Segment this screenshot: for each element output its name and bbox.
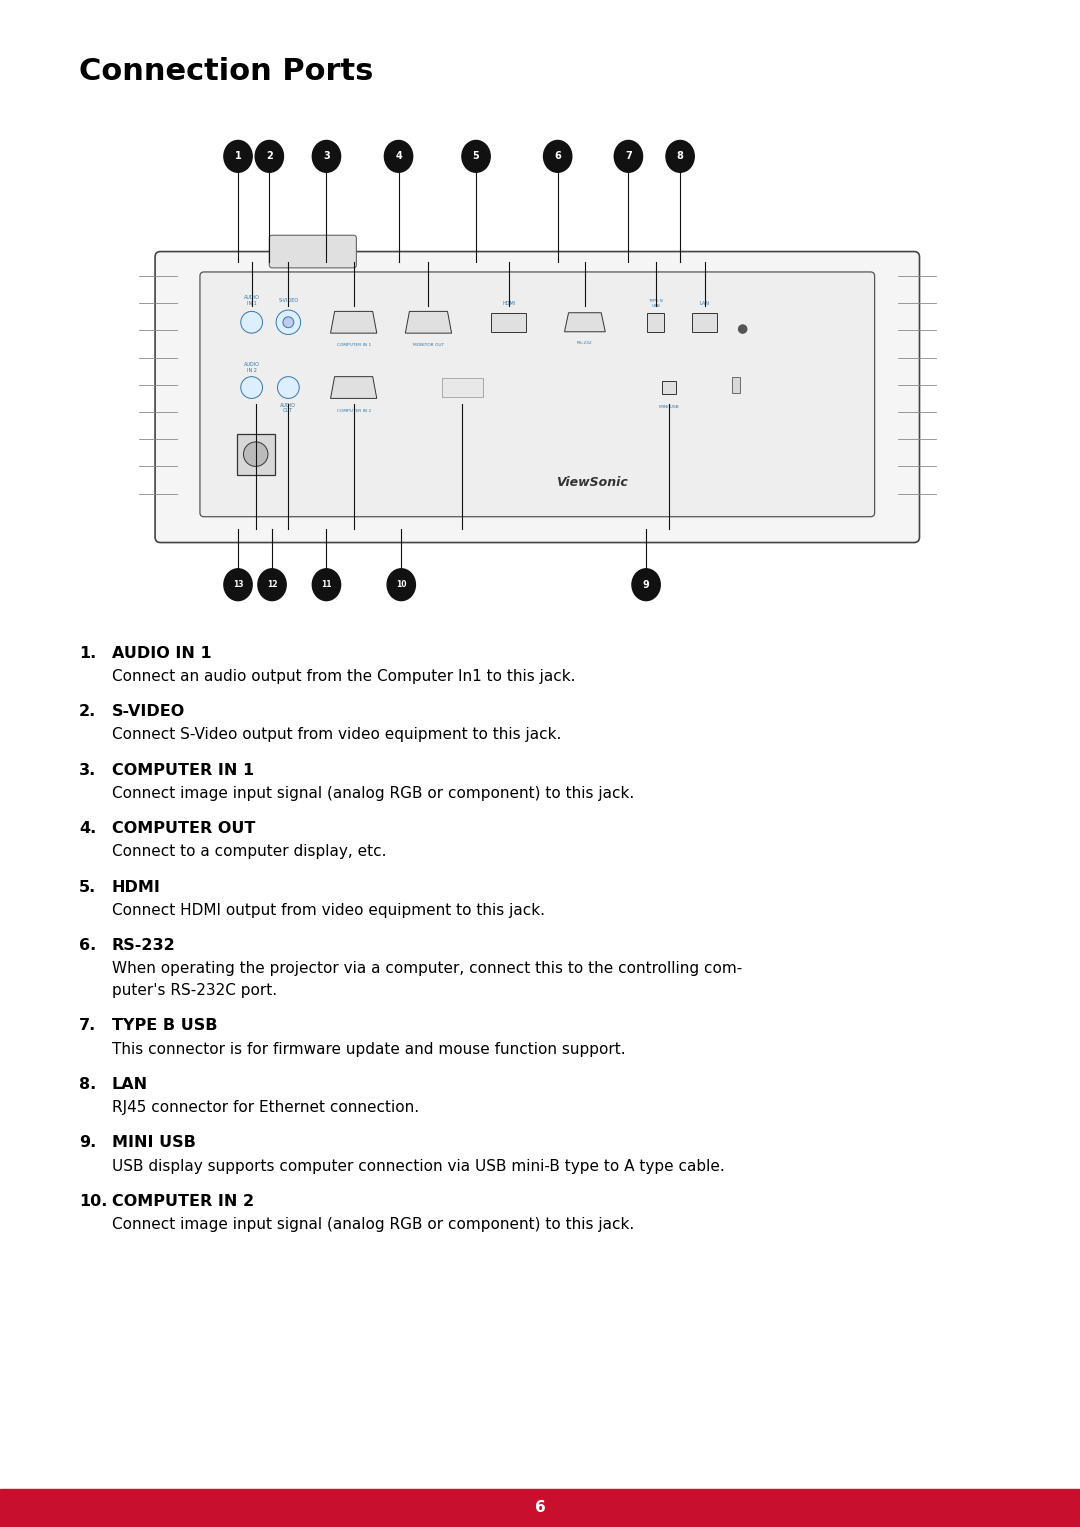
Ellipse shape	[384, 140, 413, 173]
Text: MINI USB: MINI USB	[111, 1136, 195, 1150]
Bar	[491, 313, 526, 331]
Text: Connection Ports: Connection Ports	[79, 56, 374, 86]
Circle shape	[283, 316, 294, 328]
Ellipse shape	[666, 140, 694, 173]
Text: AUDIO IN 1: AUDIO IN 1	[111, 646, 212, 661]
Text: TYPE B
USB: TYPE B USB	[648, 299, 663, 307]
Ellipse shape	[312, 140, 340, 173]
Circle shape	[276, 310, 300, 334]
Polygon shape	[565, 313, 605, 331]
Text: 1: 1	[234, 151, 242, 162]
Text: 1.: 1.	[79, 646, 96, 661]
Text: AUDIO
IN 1: AUDIO IN 1	[244, 295, 259, 305]
Text: S-VIDEO: S-VIDEO	[111, 704, 185, 719]
Text: 10: 10	[396, 580, 406, 589]
Text: 8: 8	[677, 151, 684, 162]
Text: When operating the projector via a computer, connect this to the controlling com: When operating the projector via a compu…	[111, 962, 742, 976]
Text: RS-232: RS-232	[111, 938, 175, 953]
Ellipse shape	[615, 140, 643, 173]
Text: AUDIO
OUT: AUDIO OUT	[281, 403, 296, 414]
Text: 10.: 10.	[79, 1194, 107, 1209]
Text: This connector is for firmware update and mouse function support.: This connector is for firmware update an…	[111, 1041, 625, 1057]
FancyBboxPatch shape	[156, 252, 919, 542]
Bar	[0, 1489, 1080, 1527]
Text: 5.: 5.	[79, 880, 96, 895]
FancyBboxPatch shape	[200, 272, 875, 516]
Text: 7: 7	[625, 151, 632, 162]
Text: MINI USB: MINI USB	[660, 405, 679, 409]
Ellipse shape	[258, 568, 286, 600]
Circle shape	[278, 377, 299, 399]
Text: 6.: 6.	[79, 938, 96, 953]
Text: 8.: 8.	[79, 1077, 96, 1092]
Text: COMPUTER IN 1: COMPUTER IN 1	[337, 344, 370, 347]
Bar	[442, 379, 483, 397]
Text: 3: 3	[323, 151, 329, 162]
Circle shape	[739, 325, 746, 333]
Text: 4: 4	[395, 151, 402, 162]
Text: LAN: LAN	[700, 301, 710, 305]
Bar	[662, 382, 676, 394]
Text: Connect image input signal (analog RGB or component) to this jack.: Connect image input signal (analog RGB o…	[111, 1217, 634, 1232]
Text: 5: 5	[473, 151, 480, 162]
Ellipse shape	[255, 140, 283, 173]
Text: Connect image input signal (analog RGB or component) to this jack.: Connect image input signal (analog RGB o…	[111, 786, 634, 802]
Text: LAN: LAN	[111, 1077, 148, 1092]
Bar	[692, 313, 717, 331]
Ellipse shape	[224, 568, 253, 600]
Text: COMPUTER IN 1: COMPUTER IN 1	[111, 764, 254, 777]
Text: puter's RS-232C port.: puter's RS-232C port.	[111, 983, 276, 999]
Text: MONITOR OUT: MONITOR OUT	[413, 344, 444, 347]
Ellipse shape	[632, 568, 660, 600]
Text: COMPUTER OUT: COMPUTER OUT	[111, 822, 255, 837]
Ellipse shape	[543, 140, 571, 173]
Text: COMPUTER IN 2: COMPUTER IN 2	[337, 409, 370, 412]
Ellipse shape	[312, 568, 340, 600]
Text: ViewSonic: ViewSonic	[556, 476, 627, 489]
Text: S-VIDEO: S-VIDEO	[279, 298, 298, 302]
Text: 4.: 4.	[79, 822, 96, 837]
Polygon shape	[330, 377, 377, 399]
FancyBboxPatch shape	[269, 235, 356, 267]
Text: 9.: 9.	[79, 1136, 96, 1150]
Ellipse shape	[224, 140, 253, 173]
Bar	[237, 434, 274, 475]
Text: 13: 13	[233, 580, 243, 589]
Text: AUDIO
IN 2: AUDIO IN 2	[244, 362, 259, 373]
Circle shape	[241, 377, 262, 399]
Circle shape	[243, 441, 268, 466]
Text: RS-232: RS-232	[577, 341, 593, 345]
Ellipse shape	[387, 568, 416, 600]
Text: Connect S-Video output from video equipment to this jack.: Connect S-Video output from video equipm…	[111, 727, 561, 742]
Text: 11: 11	[321, 580, 332, 589]
Text: 2.: 2.	[79, 704, 96, 719]
Text: USB display supports computer connection via USB mini-B type to A type cable.: USB display supports computer connection…	[111, 1159, 725, 1174]
Text: Connect HDMI output from video equipment to this jack.: Connect HDMI output from video equipment…	[111, 902, 544, 918]
Text: 9: 9	[643, 580, 649, 589]
Text: HDMI: HDMI	[111, 880, 161, 895]
Text: 12: 12	[267, 580, 278, 589]
Text: 2: 2	[266, 151, 272, 162]
Polygon shape	[405, 312, 451, 333]
Bar	[732, 377, 740, 392]
Text: RJ45 connector for Ethernet connection.: RJ45 connector for Ethernet connection.	[111, 1099, 419, 1115]
Text: 6: 6	[554, 151, 561, 162]
Text: 7.: 7.	[79, 1019, 96, 1034]
Polygon shape	[330, 312, 377, 333]
Bar	[647, 313, 664, 331]
Circle shape	[241, 312, 262, 333]
Text: Connect an audio output from the Computer In1 to this jack.: Connect an audio output from the Compute…	[111, 669, 575, 684]
Text: TYPE B USB: TYPE B USB	[111, 1019, 217, 1034]
Text: 3.: 3.	[79, 764, 96, 777]
Text: Connect to a computer display, etc.: Connect to a computer display, etc.	[111, 844, 386, 860]
Text: 6: 6	[535, 1501, 545, 1515]
Text: HDMI: HDMI	[502, 301, 515, 305]
Text: COMPUTER IN 2: COMPUTER IN 2	[111, 1194, 254, 1209]
Ellipse shape	[462, 140, 490, 173]
